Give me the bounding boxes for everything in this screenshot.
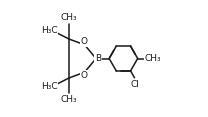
Text: CH₃: CH₃ (61, 13, 77, 22)
Text: H₃C: H₃C (41, 26, 57, 35)
Text: CH₃: CH₃ (61, 95, 77, 104)
Text: O: O (80, 37, 88, 46)
Text: CH₃: CH₃ (145, 54, 161, 63)
Text: B: B (95, 54, 101, 63)
Text: O: O (80, 71, 88, 80)
Text: Cl: Cl (130, 80, 139, 89)
Text: H₃C: H₃C (41, 82, 57, 91)
